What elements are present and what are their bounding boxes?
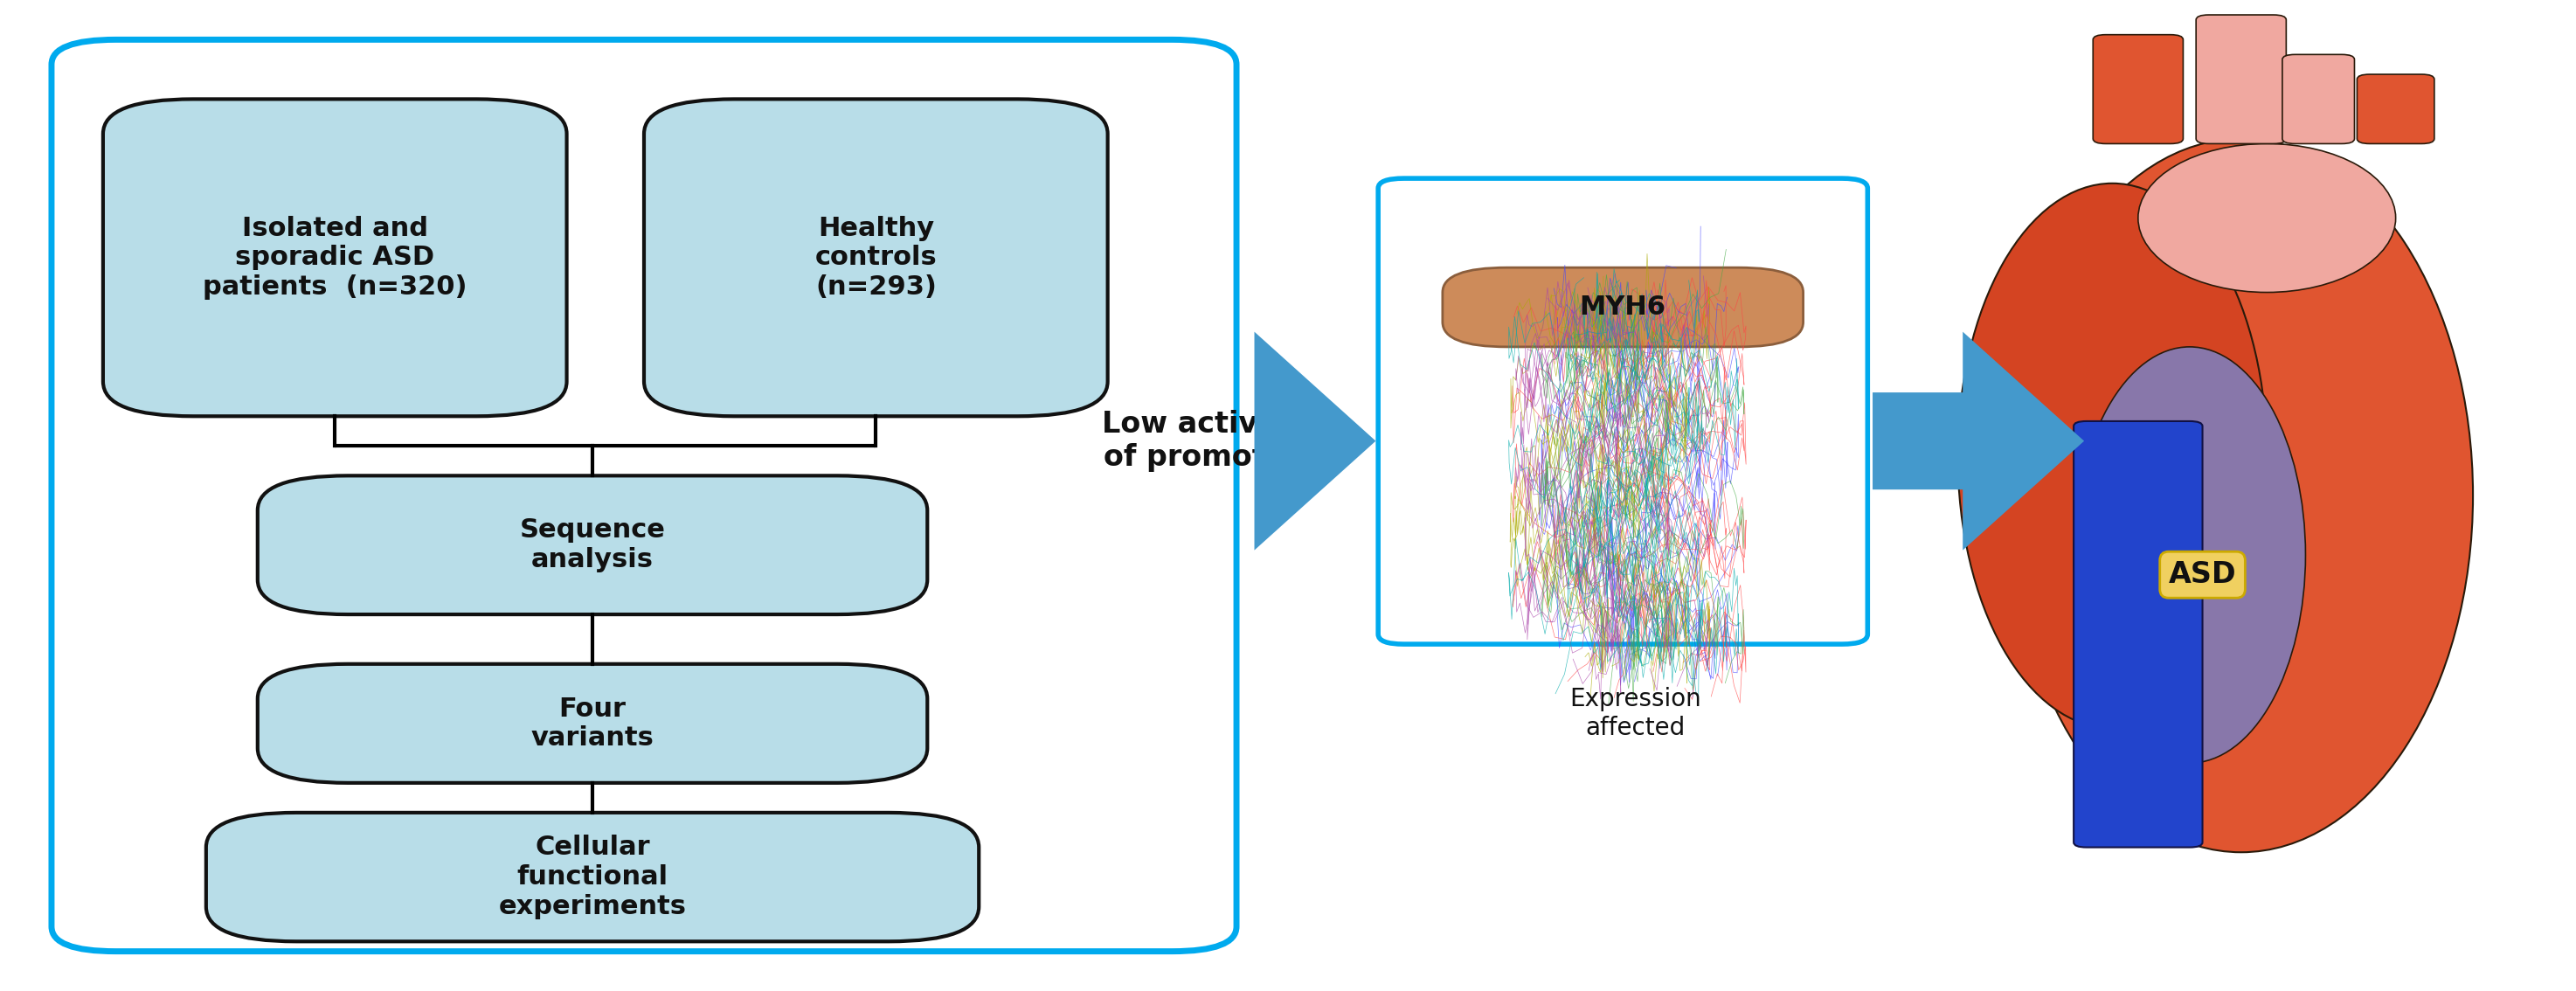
FancyBboxPatch shape bbox=[2092, 35, 2184, 144]
FancyBboxPatch shape bbox=[1443, 268, 1803, 347]
Ellipse shape bbox=[1958, 183, 2267, 728]
FancyBboxPatch shape bbox=[258, 476, 927, 614]
Text: Sequence
analysis: Sequence analysis bbox=[520, 517, 665, 573]
FancyBboxPatch shape bbox=[2357, 74, 2434, 144]
Text: MYH6: MYH6 bbox=[1579, 294, 1667, 320]
FancyBboxPatch shape bbox=[206, 813, 979, 941]
FancyBboxPatch shape bbox=[103, 99, 567, 416]
Text: Low activity
of promoter: Low activity of promoter bbox=[1103, 410, 1301, 472]
Text: Healthy
controls
(n=293): Healthy controls (n=293) bbox=[814, 216, 938, 299]
FancyBboxPatch shape bbox=[258, 664, 927, 783]
Ellipse shape bbox=[2138, 144, 2396, 292]
Text: Cellular
functional
experiments: Cellular functional experiments bbox=[500, 835, 685, 919]
FancyBboxPatch shape bbox=[2074, 421, 2202, 847]
Text: Isolated and
sporadic ASD
patients  (n=320): Isolated and sporadic ASD patients (n=32… bbox=[204, 216, 466, 299]
Text: Expression
affected: Expression affected bbox=[1569, 687, 1703, 740]
Ellipse shape bbox=[2009, 139, 2473, 852]
Text: Four
variants: Four variants bbox=[531, 696, 654, 751]
Ellipse shape bbox=[2074, 347, 2306, 763]
FancyBboxPatch shape bbox=[2282, 55, 2354, 144]
Text: ASD: ASD bbox=[2169, 560, 2236, 590]
FancyBboxPatch shape bbox=[644, 99, 1108, 416]
FancyBboxPatch shape bbox=[52, 40, 1236, 951]
FancyBboxPatch shape bbox=[1378, 178, 1868, 644]
FancyBboxPatch shape bbox=[2195, 15, 2287, 144]
